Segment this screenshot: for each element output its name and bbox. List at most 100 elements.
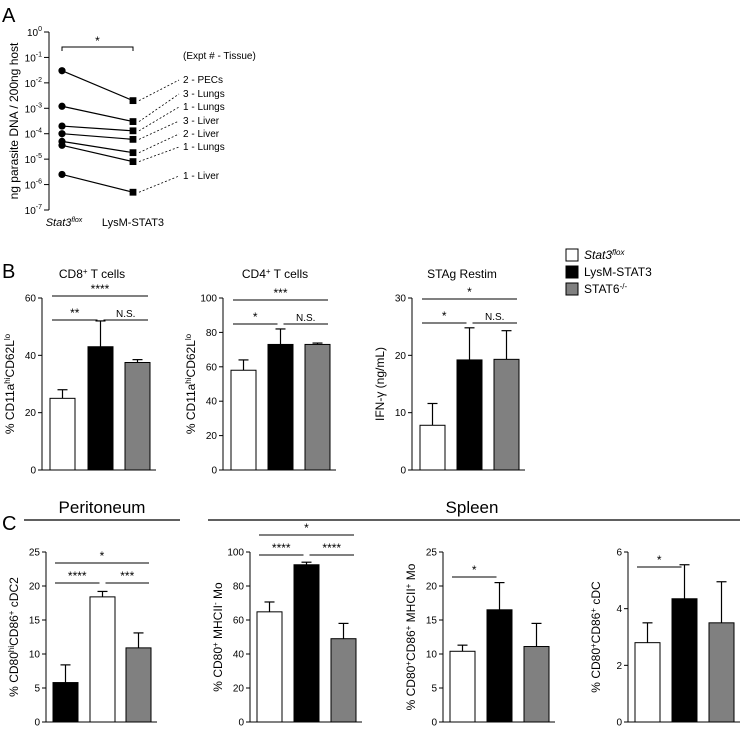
a-pair-label: 3 - Lungs <box>183 89 225 100</box>
b1-bar-lysm-stat3 <box>87 346 114 471</box>
c4-y-tick-label: 0 <box>616 718 622 729</box>
b2-title: CD4+ T cells <box>242 267 308 281</box>
panel-label-c: C <box>2 513 16 535</box>
b3-y-tick-label: 10 <box>395 408 407 419</box>
a-y-tick-label: 10-2 <box>25 77 42 90</box>
a-point-lysm-stat3 <box>129 97 137 105</box>
c4-bar-stat6- <box>708 622 735 723</box>
c2-y-tick-label: 40 <box>233 650 245 661</box>
a-y-tick-label: 100 <box>27 26 42 39</box>
a-pair-line <box>61 133 134 140</box>
c1-y-tick-label: 25 <box>29 548 41 559</box>
b3-significance-label: * <box>467 285 472 299</box>
c3-y-tick-label: 25 <box>426 548 438 559</box>
a-point-lysm-stat3 <box>129 118 137 125</box>
a-pair-label: 2 - PECs <box>183 75 223 86</box>
a-pair-label: 1 - Lungs <box>183 142 225 153</box>
b2-significance-label: *** <box>273 286 287 300</box>
c1-y-tick-label: 20 <box>29 582 41 593</box>
a-pair-line <box>61 125 134 132</box>
a-group-label-lysm-stat3: LysM-STAT3 <box>102 217 164 229</box>
a-pair-label: 1 - Liver <box>183 171 220 182</box>
a-pair-line <box>61 144 134 163</box>
a-pair-label: 1 - Lungs <box>183 102 225 113</box>
legend-label-stat6: STAT6-/- <box>584 282 627 296</box>
c4-significance-label: * <box>657 553 662 567</box>
legend-label-lysm-stat3: LysM-STAT3 <box>584 265 652 279</box>
legend-swatch-stat3flox <box>565 248 579 262</box>
b3-title: STAg Restim <box>427 267 497 281</box>
c1-bar-lysm-stat3 <box>52 682 79 723</box>
b2-y-axis-label: % CD11ahiCD62Llo <box>184 333 198 434</box>
c1-y-axis-label: % CD80hiCD86+ cDC2 <box>7 577 21 697</box>
c1-significance-label: **** <box>68 569 87 583</box>
b1-significance-label: **** <box>91 282 110 296</box>
a-pair-line <box>61 173 134 193</box>
b2-y-tick-label: 20 <box>206 431 218 442</box>
c3-y-tick-label: 10 <box>426 650 438 661</box>
a-label-leader <box>138 175 180 193</box>
a-pair-line <box>61 70 134 102</box>
a-label-leader <box>138 93 180 122</box>
b2-bar-lysm-stat3 <box>267 343 294 471</box>
c4-bar-lysm-stat3 <box>671 598 698 723</box>
b2-y-tick-label: 0 <box>211 466 217 477</box>
a-point-stat3flox <box>58 122 66 130</box>
b3-bar-stat3flox <box>419 424 446 471</box>
c2-y-tick-label: 60 <box>233 616 245 627</box>
c4-y-axis-label: % CD80+CD86+ cDC <box>589 581 603 693</box>
b3-significance-label: N.S. <box>485 312 504 323</box>
a-point-lysm-stat3 <box>129 127 137 135</box>
b2-bar-stat6- <box>304 343 331 471</box>
c1-y-tick-label: 5 <box>34 684 40 695</box>
a-label-leader <box>138 146 180 162</box>
a-y-tick-label: 10-4 <box>25 128 42 141</box>
panel-a-paired-plot: 100 10-1 10-2 10-3 10-4 10-5 10-6 10-7 ng parasi… <box>7 26 256 229</box>
section-spleen: Spleen <box>446 498 499 517</box>
b2-y-tick-label: 60 <box>206 362 218 373</box>
a-pair-line <box>61 140 134 154</box>
a-point-stat3flox <box>58 130 66 138</box>
c2-y-tick-label: 0 <box>238 718 244 729</box>
a-point-lysm-stat3 <box>129 149 137 157</box>
chart-b-cd4: CD4+ T cells 0 20 40 60 80 100 % CD11ahiCD62Llo… <box>184 267 336 477</box>
b3-y-tick-label: 0 <box>400 466 406 477</box>
c2-y-axis-label: % CD80+ MHCII- Mo <box>211 582 225 692</box>
b1-y-tick-label: 0 <box>30 466 36 477</box>
chart-c-spleen-cdc: 0 2 4 6 % CD80+CD86+ cDC * <box>589 548 740 729</box>
a-point-stat3flox <box>58 170 66 179</box>
c2-y-tick-label: 20 <box>233 684 245 695</box>
c1-significance-label: * <box>100 549 105 563</box>
b1-title: CD8+ T cells <box>59 267 125 281</box>
a-pair-label: 2 - Liver <box>183 129 220 140</box>
c2-bar-lysm-stat3 <box>293 564 320 723</box>
a-significance-label: * <box>95 34 100 48</box>
chart-b-cd8: CD8+ T cells 0 20 40 60 % CD11ahiCD62Llo ** N.S… <box>3 267 156 477</box>
a-y-tick-label: 10-6 <box>25 179 42 192</box>
c2-bar-stat6- <box>330 638 357 723</box>
c3-y-tick-label: 20 <box>426 582 438 593</box>
c2-bar-stat3flox <box>256 611 283 723</box>
a-point-lysm-stat3 <box>129 158 137 166</box>
b1-significance-label: N.S. <box>116 309 135 320</box>
chart-b-stag: STAg Restim 0 10 20 30 IFN-γ (ng/mL) * N.S. * <box>373 267 525 477</box>
c4-y-tick-label: 6 <box>616 548 622 559</box>
a-y-tick-label: 10-5 <box>25 153 42 166</box>
b2-y-tick-label: 40 <box>206 397 218 408</box>
a-point-lysm-stat3 <box>129 188 137 196</box>
b2-y-tick-label: 100 <box>200 294 217 305</box>
a-y-tick-label: 10-3 <box>25 102 42 115</box>
b2-y-tick-label: 80 <box>206 328 218 339</box>
b1-y-axis-label: % CD11ahiCD62Llo <box>3 333 17 434</box>
panel-label-a: A <box>2 5 16 27</box>
c4-bar-stat3flox <box>634 642 661 723</box>
b1-bar-stat3flox <box>49 397 76 471</box>
c1-y-tick-label: 10 <box>29 650 41 661</box>
a-significance-bracket <box>61 46 134 51</box>
c3-y-tick-label: 5 <box>431 684 437 695</box>
b2-significance-label: N.S. <box>296 313 315 324</box>
a-pair-line <box>61 105 134 123</box>
a-y-tick-label: 10-7 <box>25 204 42 217</box>
c3-bar-stat6- <box>523 646 550 723</box>
